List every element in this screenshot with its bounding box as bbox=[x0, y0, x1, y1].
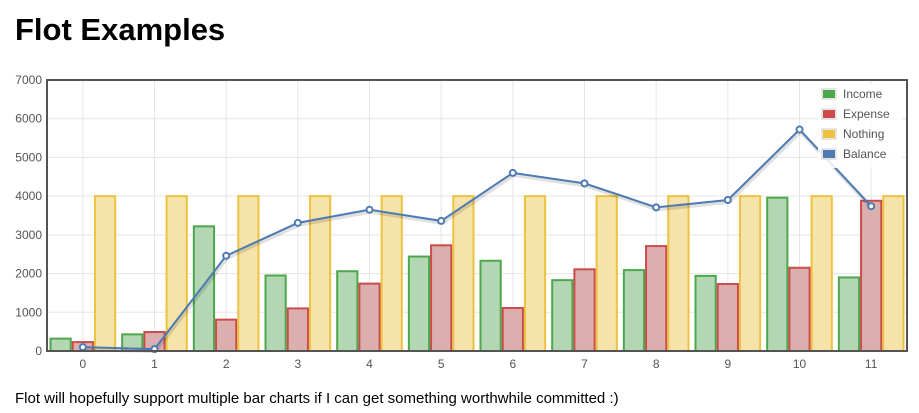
point-balance bbox=[580, 179, 589, 188]
point-balance bbox=[795, 125, 804, 134]
plot-border bbox=[46, 79, 908, 352]
bar-income bbox=[407, 255, 431, 352]
y-tick-label: 5000 bbox=[15, 150, 42, 164]
point-balance bbox=[723, 196, 732, 205]
bar-expense bbox=[716, 283, 739, 353]
point-balance bbox=[508, 168, 517, 177]
bar-expense bbox=[430, 244, 453, 352]
chart-legend: Income Expense Nothing Balance bbox=[818, 84, 902, 168]
bar-income bbox=[264, 274, 287, 352]
y-tick-label: 4000 bbox=[15, 189, 42, 203]
bar-income bbox=[336, 270, 359, 352]
bar-expense bbox=[573, 268, 596, 352]
y-tick-label: 6000 bbox=[15, 112, 42, 126]
legend-label-expense: Expense bbox=[843, 107, 890, 121]
page-title: Flot Examples bbox=[15, 12, 226, 47]
bar-expense bbox=[501, 307, 524, 353]
legend-swatch-nothing bbox=[823, 130, 835, 138]
bar-expense bbox=[645, 245, 668, 352]
x-tick-label: 10 bbox=[793, 357, 807, 371]
legend-label-nothing: Nothing bbox=[843, 127, 884, 141]
line-balance bbox=[82, 128, 872, 351]
bar-income bbox=[766, 196, 789, 353]
point-balance bbox=[437, 216, 446, 225]
legend-label-income: Income bbox=[843, 87, 883, 101]
y-tick-label: 3000 bbox=[15, 228, 42, 242]
x-tick-label: 2 bbox=[223, 357, 230, 371]
bar-expense bbox=[286, 307, 309, 353]
legend-label-balance: Balance bbox=[843, 147, 887, 161]
y-tick-label: 1000 bbox=[15, 305, 42, 319]
line-shadow-balance bbox=[83, 128, 874, 354]
x-tick-label: 11 bbox=[865, 357, 878, 371]
bar-nothing bbox=[452, 195, 475, 353]
x-tick-label: 0 bbox=[79, 357, 86, 371]
footnote: Flot will hopefully support multiple bar… bbox=[15, 390, 619, 407]
bar-nothing bbox=[810, 195, 833, 353]
point-balance bbox=[222, 251, 231, 260]
flot-chart: 0 1000 2000 3000 4000 5000 6000 7000 0 1 2 3 4 5 6 7 8 9 1… bbox=[15, 73, 908, 371]
bar-expense bbox=[215, 318, 238, 353]
point-balance bbox=[78, 343, 87, 352]
chart-axes: 0 1000 2000 3000 4000 5000 6000 7000 0 1 2 3 4 5 6 7 8 9 1… bbox=[15, 73, 908, 371]
x-tick-label: 4 bbox=[366, 357, 373, 371]
point-balance bbox=[293, 218, 302, 227]
bar-expense bbox=[860, 199, 883, 352]
bar-nothing bbox=[93, 195, 117, 353]
x-tick-label: 7 bbox=[581, 357, 588, 371]
bar-expense bbox=[788, 266, 811, 352]
bar-income bbox=[694, 274, 717, 352]
legend-swatch-income bbox=[823, 90, 835, 98]
x-tick-label: 8 bbox=[653, 357, 660, 371]
x-tick-label: 9 bbox=[724, 357, 731, 371]
legend-swatch-expense bbox=[823, 110, 835, 118]
x-tick-label: 5 bbox=[438, 357, 445, 371]
y-tick-label: 2000 bbox=[15, 267, 42, 281]
point-balance bbox=[867, 202, 876, 211]
bar-expense bbox=[358, 282, 381, 352]
bar-nothing bbox=[380, 195, 403, 353]
bar-income bbox=[551, 279, 574, 353]
bar-nothing bbox=[523, 195, 547, 353]
bar-nothing bbox=[667, 195, 690, 353]
y-tick-label: 7000 bbox=[15, 73, 42, 87]
x-tick-label: 3 bbox=[294, 357, 301, 371]
y-tick-label: 0 bbox=[35, 344, 42, 358]
bar-nothing bbox=[738, 195, 762, 353]
bar-income bbox=[837, 276, 861, 352]
bar-income bbox=[49, 337, 72, 352]
bar-income bbox=[622, 269, 646, 352]
x-tick-label: 1 bbox=[151, 357, 158, 371]
legend-swatch-balance bbox=[823, 150, 835, 158]
bar-nothing bbox=[237, 195, 260, 353]
bar-income bbox=[479, 259, 502, 352]
x-tick-label: 6 bbox=[509, 357, 516, 371]
chart-line bbox=[78, 125, 876, 354]
bar-nothing bbox=[595, 195, 618, 353]
bar-nothing bbox=[882, 195, 905, 353]
point-balance bbox=[365, 205, 374, 214]
point-balance bbox=[652, 203, 661, 212]
